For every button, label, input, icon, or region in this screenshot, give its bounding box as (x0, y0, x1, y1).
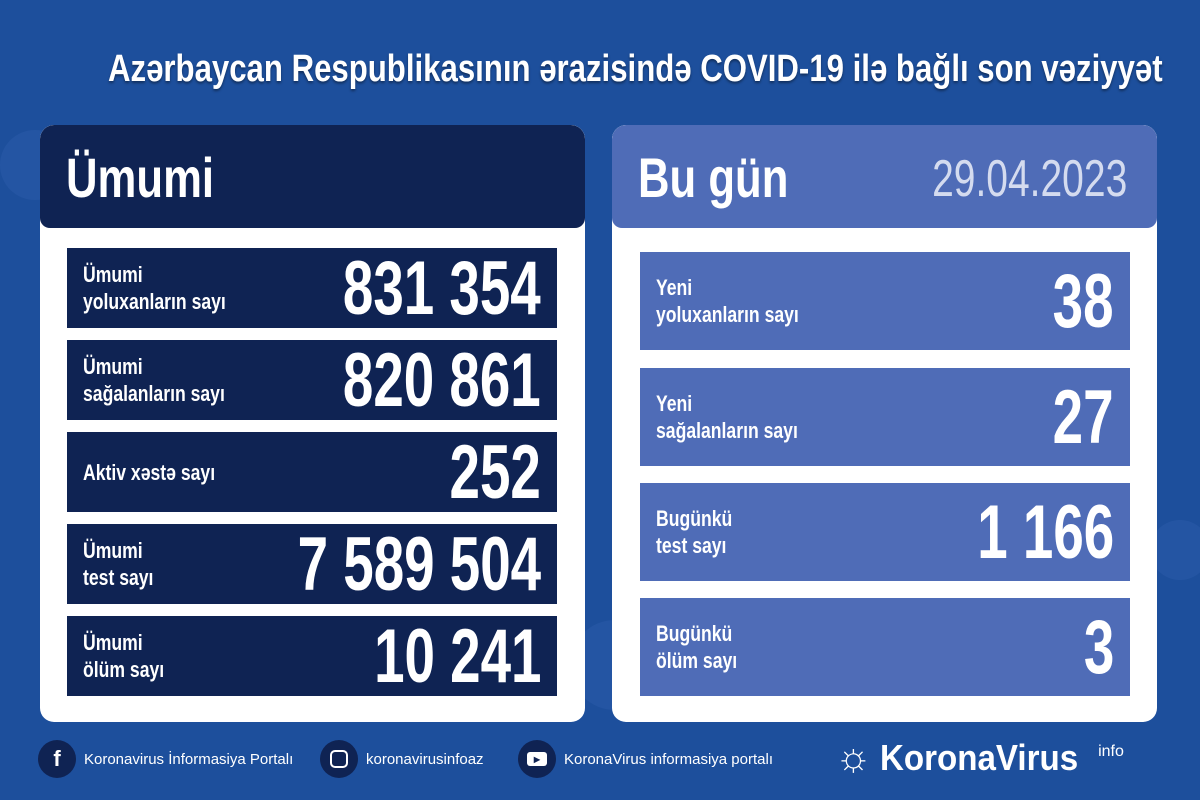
stat-row: Yeni yoluxanların sayı 38 (640, 252, 1130, 350)
stat-row: Bugünkü ölüm sayı 3 (640, 598, 1130, 696)
stat-label: Bugünkü test sayı (656, 506, 733, 558)
stat-value: 1 166 (977, 489, 1114, 575)
stat-row: Yeni sağalanların sayı 27 (640, 368, 1130, 466)
overall-header: Ümumi (40, 125, 585, 228)
stat-value: 831 354 (343, 245, 541, 331)
youtube-label: KoronaVirus informasiya portalı (564, 750, 773, 768)
stat-row: Ümumi test sayı 7 589 504 (67, 522, 557, 607)
stat-row: Ümumi sağalanların sayı 820 861 (67, 338, 557, 423)
stat-label: Ümumi yoluxanların sayı (83, 262, 226, 314)
stat-label: Yeni yoluxanların sayı (656, 275, 799, 327)
stat-value: 3 (1083, 604, 1114, 690)
stat-row: Ümumi ölüm sayı 10 241 (67, 614, 557, 699)
stat-label: Ümumi ölüm sayı (83, 630, 165, 682)
stat-label: Bugünkü ölüm sayı (656, 621, 738, 673)
youtube-link[interactable]: ▶ KoronaVirus informasiya portalı (518, 740, 773, 778)
stat-row: Aktiv xəstə sayı 252 (67, 430, 557, 515)
date: 29.04.2023 (931, 150, 1127, 208)
youtube-icon: ▶ (518, 740, 556, 778)
facebook-icon: f (38, 740, 76, 778)
today-header: Bu gün 29.04.2023 (612, 125, 1157, 228)
stat-row: Ümumi yoluxanların sayı 831 354 (67, 246, 557, 331)
instagram-icon (320, 740, 358, 778)
today-heading: Bu gün (638, 146, 789, 209)
overall-card: Ümumi Ümumi yoluxanların sayı 831 354 Ümum… (40, 125, 585, 722)
today-card: Bu gün 29.04.2023 Yeni yoluxanların sayı 38… (612, 125, 1157, 722)
stat-label: Ümumi test sayı (83, 538, 154, 590)
stat-value: 10 241 (373, 613, 541, 699)
stat-label: Ümumi sağalanların sayı (83, 354, 225, 406)
overall-heading: Ümumi (66, 146, 215, 209)
stat-value: 38 (1053, 258, 1114, 344)
sun-virus-icon: ☼ (835, 735, 872, 779)
stat-value: 252 (449, 429, 541, 515)
instagram-label: koronavirusinfoaz (366, 750, 484, 768)
stat-label: Aktiv xəstə sayı (83, 459, 216, 485)
page-title: Azərbaycan Respublikasının ərazisində CO… (108, 48, 1163, 90)
stat-label: Yeni sağalanların sayı (656, 391, 798, 443)
brand-logo: ☼ KoronaVirus info (835, 735, 1124, 779)
stat-value: 820 861 (343, 337, 541, 423)
facebook-link[interactable]: f Koronavirus İnformasiya Portalı (38, 740, 293, 778)
stat-value: 7 589 504 (297, 521, 541, 607)
instagram-link[interactable]: koronavirusinfoaz (320, 740, 484, 778)
stat-row: Bugünkü test sayı 1 166 (640, 483, 1130, 581)
virus-decoration (1150, 520, 1200, 580)
stat-value: 27 (1053, 374, 1114, 460)
facebook-label: Koronavirus İnformasiya Portalı (84, 750, 294, 768)
